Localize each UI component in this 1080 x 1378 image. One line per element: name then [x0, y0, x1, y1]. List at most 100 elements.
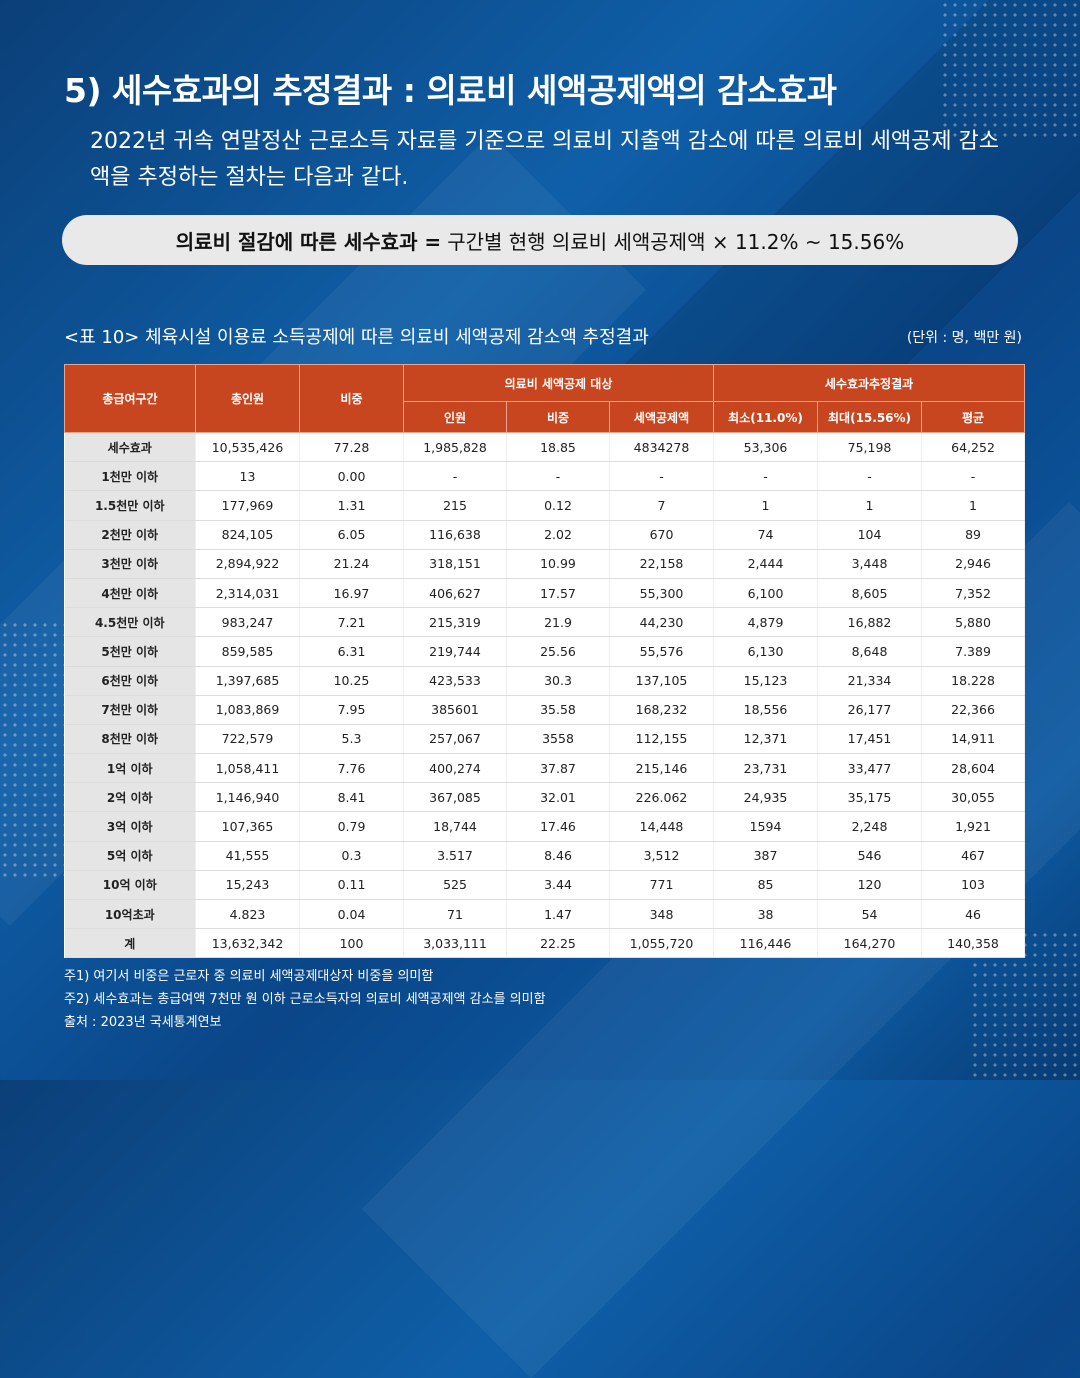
table-cell: 722,579 [195, 724, 300, 755]
table-cell: 100 [299, 928, 404, 959]
table-cell: - [921, 461, 1026, 492]
row-label: 8천만 이하 [64, 724, 196, 755]
table-cell: 219,744 [403, 636, 507, 667]
table-cell: 15,123 [713, 666, 819, 696]
table-cell: 16.97 [299, 578, 404, 609]
table-cell: 2,946 [921, 549, 1026, 579]
row-label: 계 [64, 928, 196, 959]
table-cell: 525 [403, 870, 507, 901]
subheader-cell: 세액공제액 [608, 401, 715, 433]
table-cell: - [403, 461, 507, 492]
subheader-cell: 평균 [921, 401, 1026, 433]
table-cell: 8.46 [506, 841, 610, 871]
table-cell: 164,270 [817, 928, 923, 959]
table-cell: 33,477 [817, 753, 923, 784]
subheader-cell: 최소(11.0%) [713, 401, 819, 433]
table-cell: 7.21 [299, 607, 404, 638]
table-cell: 367,085 [403, 782, 507, 813]
table-cell: 257,067 [403, 724, 507, 755]
subheader-cell: 최대(15.56%) [817, 401, 923, 433]
table-cell: 8,605 [817, 578, 923, 609]
page-title: 5) 세수효과의 추정결과 : 의료비 세액공제액의 감소효과 [64, 71, 837, 110]
table-caption: <표 10> 체육시설 이용료 소득공제에 따른 의료비 세액공제 감소액 추정… [64, 327, 649, 348]
table-cell: 14,911 [921, 724, 1026, 755]
table-cell: 6,130 [713, 636, 819, 667]
table-cell: 35.58 [506, 695, 610, 725]
table-cell: 18,556 [713, 695, 819, 725]
table-row: 4.5천만 이하 983,247 7.21 215,319 21.9 44,230 4,87… [64, 607, 1026, 638]
table-cell: 55,300 [609, 578, 715, 609]
formula-label: 의료비 절감에 따른 세수효과 = [175, 229, 442, 254]
subheader-cell: 비중 [506, 401, 610, 433]
table-cell: 116,446 [713, 928, 819, 959]
table-cell: 3.517 [403, 841, 507, 871]
table-row: 8천만 이하 722,579 5.3 257,067 3558 112,155 12,371… [64, 724, 1026, 755]
table-cell: 140,358 [921, 928, 1026, 959]
row-label: 2억 이하 [64, 782, 196, 813]
table-cell: 55,576 [609, 636, 715, 667]
table-cell: 12,371 [713, 724, 819, 755]
table-row: 1천만 이하 13 0.00- - - - - - [64, 461, 1026, 492]
table-cell: 1.47 [506, 899, 610, 930]
row-label: 3천만 이하 [64, 549, 196, 579]
table-row: 세수효과 10,535,426 77.28 1,985,828 18.85 4834278… [64, 432, 1026, 463]
table-cell: - [817, 461, 923, 492]
table-cell: 10,535,426 [195, 432, 300, 463]
table-cell: 10.99 [506, 549, 610, 579]
row-label: 4.5천만 이하 [64, 607, 196, 638]
table-cell: 0.12 [506, 490, 610, 521]
table-cell: - [609, 461, 715, 492]
subheader-cell: 인원 [403, 401, 507, 433]
table-cell: 23,731 [713, 753, 819, 784]
table-cell: 77.28 [299, 432, 404, 463]
table-cell: 5.3 [299, 724, 404, 755]
table-cell: 859,585 [195, 636, 300, 667]
intro-text: 2022년 귀속 연말정산 근로소득 자료를 기준으로 의료비 지출액 감소에 … [90, 129, 1000, 190]
table-cell: 21.9 [506, 607, 610, 638]
row-label: 6천만 이하 [64, 666, 196, 696]
table-cell: 25.56 [506, 636, 610, 667]
table-cell: 17.46 [506, 811, 610, 842]
table-cell: 74 [713, 520, 819, 550]
row-label: 10억 이하 [64, 870, 196, 901]
table-cell: 385601 [403, 695, 507, 725]
table-cell: 38 [713, 899, 819, 930]
table-cell: 18.85 [506, 432, 610, 463]
table-cell: 41,555 [195, 841, 300, 871]
table-cell: 116,638 [403, 520, 507, 550]
table-cell: - [506, 461, 610, 492]
table-cell: 10.25 [299, 666, 404, 696]
table-cell: 387 [713, 841, 819, 871]
table-cell: 104 [817, 520, 923, 550]
table-cell: 1 [817, 490, 923, 521]
table-cell: 0.00 [299, 461, 404, 492]
table-cell: 103 [921, 870, 1026, 901]
footnotes: 주1) 여기서 비중은 근로자 중 의료비 세액공제대상자 비중을 의미함 주2… [64, 965, 546, 1034]
table-cell: 64,252 [921, 432, 1026, 463]
table-cell: 22.25 [506, 928, 610, 959]
estimate-table: 총급여구간 총인원 비중 의료비 세액공제 대상 세수효과추정결과 인원 비중 … [64, 364, 1026, 959]
table-row: 계 13,632,342 100 3,033,111 22.25 1,055,720 116… [64, 928, 1026, 959]
table-cell: 168,232 [609, 695, 715, 725]
row-label: 4천만 이하 [64, 578, 196, 609]
table-cell: 348 [609, 899, 715, 930]
footnote: 주2) 세수효과는 총급여액 7천만 원 이하 근로소득자의 의료비 세액공제액… [64, 992, 546, 1007]
table-cell: 1,055,720 [609, 928, 715, 959]
table-cell: 37.87 [506, 753, 610, 784]
table-cell: 215 [403, 490, 507, 521]
table-cell: 7.76 [299, 753, 404, 784]
table-cell: 3,033,111 [403, 928, 507, 959]
table-cell: 406,627 [403, 578, 507, 609]
row-label: 3억 이하 [64, 811, 196, 842]
table-cell: 400,274 [403, 753, 507, 784]
table-cell: 2,894,922 [195, 549, 300, 579]
table-cell: 4.823 [195, 899, 300, 930]
source-note: 출처 : 2023년 국세통계연보 [64, 1015, 222, 1030]
table-cell: 17.57 [506, 578, 610, 609]
table-row: 10억 이하 15,243 0.11 525 3.44 771 85 120 103 [64, 870, 1026, 901]
table-cell: 24,935 [713, 782, 819, 813]
header-bracket: 총급여구간 [64, 364, 196, 433]
table-cell: 5,880 [921, 607, 1026, 638]
table-cell: 1.31 [299, 490, 404, 521]
table-cell: 28,604 [921, 753, 1026, 784]
